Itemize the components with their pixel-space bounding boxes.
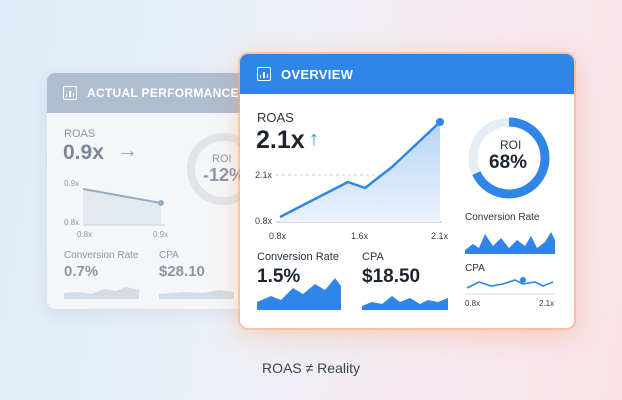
caption: ROAS ≠ Reality (262, 360, 360, 376)
roi-label: ROI (500, 138, 522, 152)
back-cpa-value: $28.10 (159, 263, 205, 280)
back-roas-label: ROAS (64, 128, 96, 140)
chart-x-label-2: 2.1x (431, 231, 449, 241)
chart-y-bottom-label: 0.8x (255, 216, 273, 226)
back-cpa-sparkline (159, 290, 234, 299)
back-roi-label: ROI (212, 153, 232, 165)
right-cpa-chart (465, 277, 555, 295)
roi-ring (468, 117, 550, 199)
roi-value: 68% (489, 152, 528, 173)
back-conversion-label: Conversion Rate (64, 250, 139, 261)
cpa-label: CPA (362, 251, 384, 263)
roas-label: ROAS (257, 110, 294, 125)
right-cpa-label: CPA (465, 263, 485, 274)
actual-performance-header: ACTUAL PERFORMANCE (47, 73, 257, 113)
cpa-area-chart (362, 296, 448, 310)
cpa-axis-right-label: 2.1x (539, 299, 555, 308)
back-conversion-sparkline (64, 287, 139, 299)
roas-line-chart (276, 118, 444, 223)
back-conversion-value: 0.7% (64, 263, 99, 280)
arrow-up-icon: ↑ (309, 128, 319, 150)
bar-chart-icon (63, 86, 77, 100)
back-cpa-label: CPA (159, 250, 179, 261)
overview-card: OVERVIEW ROAS 2.1x ↑ 2.1x 0.8x 0.8x 1.6x… (240, 54, 574, 328)
right-conversion-sparkline (465, 232, 555, 254)
back-chart-x-left: 0.8x (77, 230, 93, 239)
overview-title: OVERVIEW (281, 66, 354, 82)
back-chart-x-right: 0.9x (153, 230, 169, 239)
roas-value: 2.1x (256, 126, 305, 154)
overview-header: OVERVIEW (240, 54, 574, 94)
chart-y-top-label: 2.1x (255, 170, 273, 180)
chart-x-label-1: 1.6x (351, 231, 369, 241)
back-roi-value: -12% (203, 165, 246, 185)
right-conversion-label: Conversion Rate (465, 212, 540, 223)
conversion-area-chart (257, 278, 341, 310)
cpa-axis-left-label: 0.8x (465, 299, 481, 308)
back-roas-chart (82, 188, 165, 226)
actual-performance-card: ACTUAL PERFORMANCE ROAS 0.9x → ROI -12% … (47, 73, 257, 309)
chart-x-label-0: 0.8x (269, 231, 287, 241)
arrow-right-icon: → (117, 139, 138, 162)
actual-performance-title: ACTUAL PERFORMANCE (87, 86, 239, 100)
cpa-value: $18.50 (362, 266, 421, 287)
back-roas-value: 0.9x (63, 141, 104, 164)
bar-chart-icon (257, 67, 271, 81)
back-chart-y-top: 0.9x (64, 179, 80, 188)
conversion-value: 1.5% (257, 266, 301, 287)
back-chart-y-bottom: 0.8x (64, 218, 80, 227)
conversion-label: Conversion Rate (257, 251, 339, 263)
